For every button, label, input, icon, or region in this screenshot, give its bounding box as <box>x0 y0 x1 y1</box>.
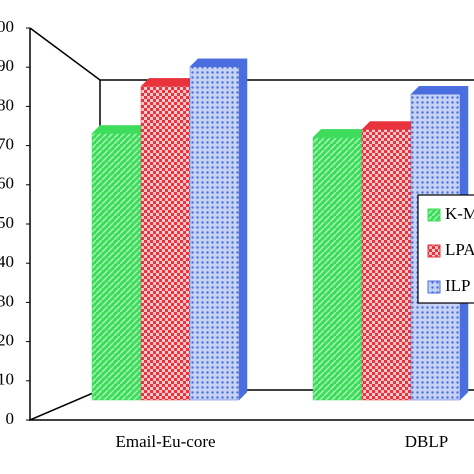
bar-face <box>361 121 420 130</box>
y-tick-label: 0 <box>6 409 15 428</box>
bar-face <box>312 129 371 138</box>
bar-face <box>361 129 412 401</box>
legend-swatch <box>427 244 441 258</box>
y-tick-label: 10 <box>0 370 14 389</box>
y-tick-label: 50 <box>0 213 14 232</box>
y-tick-label: 100 <box>0 17 14 36</box>
y-tick-label: 90 <box>0 56 14 75</box>
bar-face <box>410 85 469 95</box>
legend-swatch <box>427 280 441 294</box>
bar-face <box>189 58 248 68</box>
legend-label: LPA <box>445 240 474 259</box>
y-tick-label: 80 <box>0 95 14 114</box>
y-tick-label: 30 <box>0 291 14 310</box>
bar-face <box>140 86 191 401</box>
x-tick-label: DBLP <box>405 432 448 451</box>
x-tick-label: Email-Eu-core <box>115 432 215 451</box>
bar <box>312 128 371 401</box>
y-tick-label: 60 <box>0 174 14 193</box>
bar-face <box>140 78 199 87</box>
y-tick-label: 70 <box>0 135 14 154</box>
bar-face <box>189 66 240 401</box>
bar <box>361 120 420 401</box>
legend-swatch <box>427 208 441 222</box>
bar <box>189 58 248 401</box>
legend-label: K-M <box>445 204 474 223</box>
y-tick-label: 20 <box>0 331 14 350</box>
legend-box <box>417 194 474 304</box>
bar-face <box>312 137 363 401</box>
bar-face <box>91 133 142 401</box>
bar <box>140 77 199 401</box>
y-tick-label: 40 <box>0 252 14 271</box>
bar-face <box>91 125 150 134</box>
bar <box>91 124 150 401</box>
legend-label: ILP <box>445 276 471 295</box>
bar-face <box>238 58 248 401</box>
